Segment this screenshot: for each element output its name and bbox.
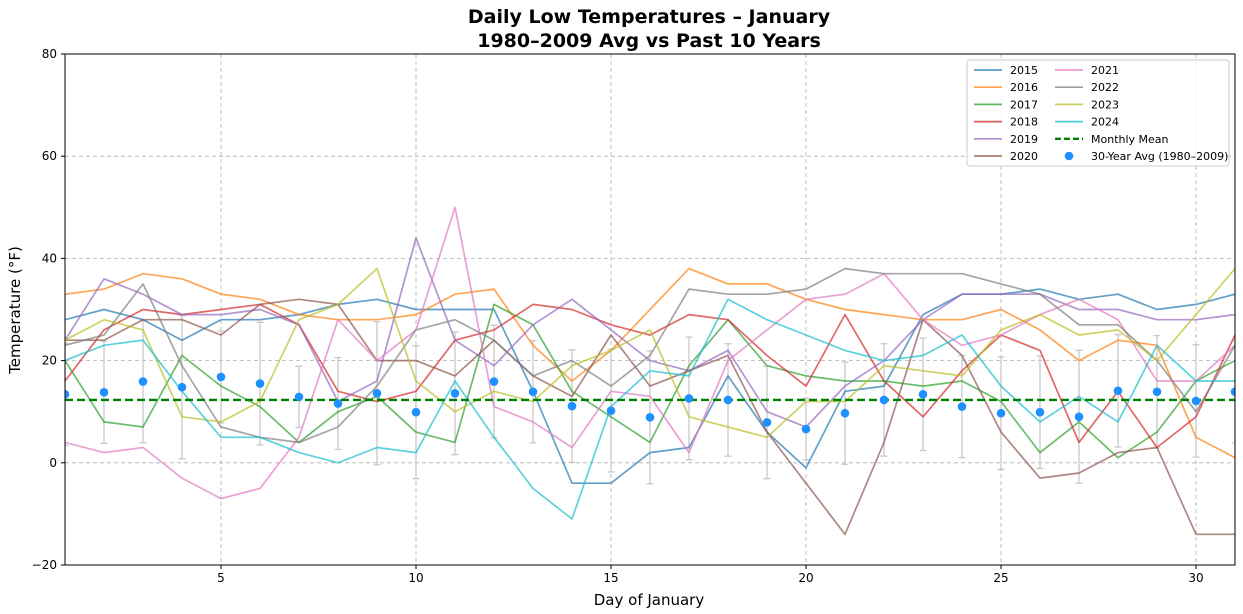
x-tick-label: 15 [603,571,618,585]
legend-item-2024: 2024 [1055,116,1119,129]
legend: 2015 2016 2017 2018 2019 2020 2021 2022 2023 2024… [966,59,1230,167]
avg-point [333,399,343,408]
legend-item-2019-label: 2019 [1010,133,1038,146]
x-tick-label: 20 [798,571,813,585]
legend-item-avg-label: 30-Year Avg (1980–2009) [1091,150,1228,163]
avg-point [840,408,850,418]
chart-title: Daily Low Temperatures – January [468,6,831,28]
legend-item-2022-label: 2022 [1091,81,1119,94]
avg-point [1074,412,1084,422]
x-tick-label: 5 [217,571,225,585]
legend-box [966,59,1230,167]
plot-frame [64,53,1236,566]
x-tick-label: 25 [993,571,1008,585]
error-bar [65,342,69,447]
series-line-2016 [65,267,1235,459]
y-tick-label: −20 [32,558,57,572]
avg-point [801,424,811,434]
avg-point [1152,387,1162,397]
avg-point [879,395,889,405]
legend-item-avg: 30-Year Avg (1980–2009) [1064,150,1228,163]
avg-point [762,418,772,427]
avg-point [1230,387,1235,397]
x-tick-label: 10 [408,571,423,585]
avg-point [1113,386,1123,396]
x-axis-label: Day of January [594,591,705,609]
avg-point [957,402,967,411]
legend-item-2020-label: 2020 [1010,150,1038,163]
series-line-2015 [65,288,1235,485]
x-tick-label: 30 [1188,571,1203,585]
y-tick-label: 60 [42,149,57,163]
avg-point [294,392,304,402]
avg-point [645,413,655,422]
legend-item-2024-label: 2024 [1091,116,1119,129]
avg-point [216,372,226,382]
series-line-2020 [65,298,1235,536]
legend-item-2019: 2019 [974,133,1038,146]
avg-point [99,387,109,397]
avg-point [723,395,733,405]
avg-point [450,389,460,398]
legend-item-2015: 2015 [974,64,1038,77]
avg-point [996,408,1006,418]
legend-item-2016: 2016 [974,81,1038,94]
legend-item-2016-label: 2016 [1010,81,1038,94]
avg-point [177,382,187,392]
legend-item-2018: 2018 [974,116,1038,129]
series-lines [65,206,1235,536]
avg-point [567,401,577,411]
legend-item-2021: 2021 [1055,64,1119,77]
y-tick-label: 40 [42,251,57,265]
chart-subtitle: 1980–2009 Avg vs Past 10 Years [477,30,821,52]
axes: 5 10 15 20 25 30 −20 0 20 40 60 80 [32,47,1236,585]
legend-item-2020: 2020 [974,150,1038,163]
legend-item-2015-label: 2015 [1010,64,1038,77]
legend-item-2021-label: 2021 [1091,64,1119,77]
y-tick-label: 0 [49,456,57,470]
avg-point [1191,396,1201,406]
legend-item-2022: 2022 [1055,81,1119,94]
avg-point [528,387,538,397]
series-line-2017 [65,303,1235,459]
avg-point [684,394,694,403]
avg-point [606,406,616,415]
legend-item-mean-label: Monthly Mean [1091,133,1169,146]
avg-point [138,377,148,386]
legend-item-mean: Monthly Mean [1055,133,1169,146]
avg-point [489,377,499,386]
legend-item-2017-label: 2017 [1010,98,1038,111]
avg-point [372,389,382,398]
legend-item-2023: 2023 [1055,98,1119,111]
y-axis-label: Temperature (°F) [6,246,24,375]
avg-points [65,372,1235,434]
avg-point [918,390,928,399]
avg-point [411,407,421,417]
avg-point [255,379,265,388]
legend-item-2018-label: 2018 [1010,116,1038,129]
legend-item-2023-label: 2023 [1091,98,1119,111]
legend-item-2017: 2017 [974,98,1038,111]
avg-point [65,390,70,399]
avg-point [1035,407,1045,417]
y-tick-label: 80 [42,47,57,61]
series-line-2024 [65,298,1235,520]
legend-item-avg-swatch [1064,151,1074,161]
y-tick-label: 20 [42,354,57,368]
series-line-2023 [65,267,1235,439]
